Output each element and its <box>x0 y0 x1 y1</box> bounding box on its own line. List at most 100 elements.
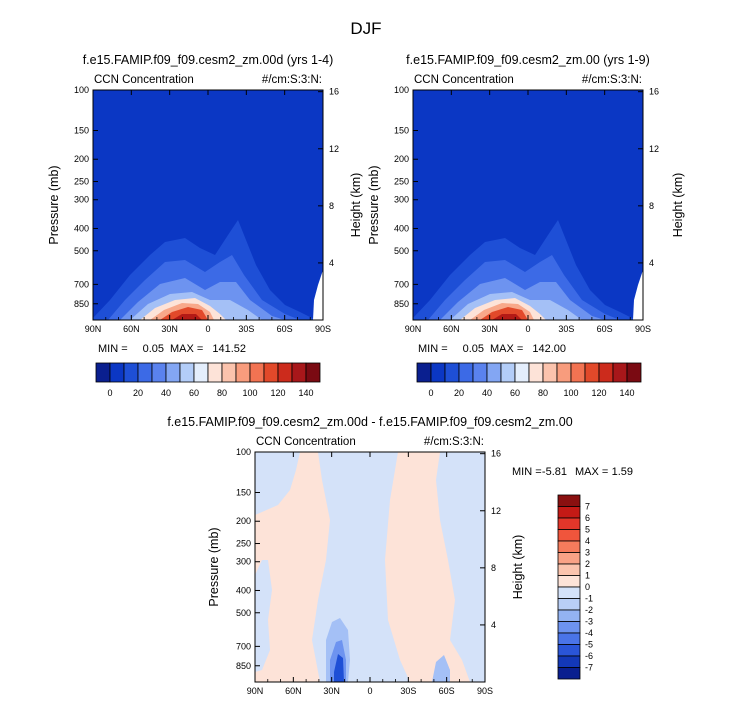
panel-a-ylabel-pressure: Pressure (mb) <box>47 165 61 244</box>
panel-b-min-label: MIN = <box>418 343 448 355</box>
panel-a-xtick-label-60n: 60N <box>123 324 140 334</box>
panel-b-colorbar-tick-label-60: 60 <box>510 388 520 398</box>
panel-c-region-negative-left <box>255 560 272 672</box>
panel-difference: f.e15.FAMIP.f09_f09.cesm2_zm.00d - f.e15… <box>167 415 633 696</box>
panel-a-min-value: 0.05 <box>143 343 164 355</box>
panel-c-y2tick-label-4: 4 <box>491 620 496 630</box>
panel-b-y2tick-label-12: 12 <box>649 144 659 154</box>
panel-a-colorbar-tick-label-80: 80 <box>217 388 227 398</box>
panel-c-colorbar-swatch <box>557 655 581 668</box>
panel-c-colorbar-swatch <box>557 621 581 634</box>
panel-c-ytick-label-700: 700 <box>236 641 251 651</box>
panel-b-ytick-label-100: 100 <box>394 85 409 95</box>
panel-c-colorbar-tick-label-1: 1 <box>585 571 590 581</box>
panel-a-colorbar-swatch <box>193 362 209 383</box>
panel-c-colorbar-swatch <box>557 609 581 622</box>
panel-a-no-data-region <box>313 270 323 320</box>
panel-a-ylabel-height: Height (km) <box>349 173 363 238</box>
panel-c-region-negative-upper-left <box>255 452 300 515</box>
panel-c-colorbar-swatch <box>557 540 581 553</box>
panel-b-xtick-label-90n: 90N <box>405 324 422 334</box>
panel-b-colorbar-swatch <box>486 362 502 383</box>
panel-b-colorbar-swatch <box>444 362 460 383</box>
panel-c-colorbar-swatch <box>557 586 581 599</box>
panel-a-colorbar: 0 20 40 60 80 100 120 140 <box>95 362 321 398</box>
panel-c-ytick-label-250: 250 <box>236 539 251 549</box>
panel-c-colorbar-tick-label-4: 4 <box>585 536 590 546</box>
panel-a-colorbar-swatch <box>277 362 293 383</box>
panel-c-colorbar-tick-label-7: 7 <box>585 502 590 512</box>
panel-c-ytick-label-200: 200 <box>236 516 251 526</box>
panel-a-xtick-label-30s: 30S <box>238 324 254 334</box>
panel-a-colorbar-tick-label-140: 140 <box>298 388 313 398</box>
panel-c-colorbar: 76 54 32 10 -1-2 -3-4 -5-6 -7 <box>557 494 593 680</box>
panel-c-colorbar-swatch <box>557 563 581 576</box>
panel-a-xtick-label-30n: 30N <box>161 324 178 334</box>
panel-b-colorbar-tick-label-80: 80 <box>538 388 548 398</box>
panel-b-ytick-label-400: 400 <box>394 223 409 233</box>
panel-c-y2tick-label-16: 16 <box>491 449 501 459</box>
panel-b-ytick-label-200: 200 <box>394 154 409 164</box>
panel-b-colorbar-swatch <box>528 362 544 383</box>
panel-c-y2tick-label-12: 12 <box>491 506 501 516</box>
panel-b-xtick-label-30s: 30S <box>558 324 574 334</box>
panel-b-colorbar-tick-label-120: 120 <box>591 388 606 398</box>
panel-b-colorbar-swatch <box>584 362 600 383</box>
panel-a-ytick-label-850: 850 <box>74 299 89 309</box>
panel-b-xtick-label-90s: 90S <box>635 324 651 334</box>
panel-a-units-label: #/cm:S:3:N: <box>262 74 322 86</box>
panel-b-colorbar-tick-label-0: 0 <box>428 388 433 398</box>
panel-b-ytick-label-150: 150 <box>394 126 409 136</box>
panel-a-colorbar-swatch <box>305 362 321 383</box>
panel-a-y2tick-label-16: 16 <box>329 87 339 97</box>
panel-a-ytick-label-250: 250 <box>74 177 89 187</box>
panel-a-colorbar-swatch <box>137 362 153 383</box>
panel-b-colorbar-swatch <box>514 362 530 383</box>
panel-b-colorbar-tick-label-140: 140 <box>619 388 634 398</box>
panel-a-colorbar-swatch <box>291 362 307 383</box>
panel-a-colorbar-swatch <box>235 362 251 383</box>
panel-b-min-value: 0.05 <box>463 343 484 355</box>
panel-b-colorbar-swatch <box>430 362 446 383</box>
panel-b-ytick-label-500: 500 <box>394 246 409 256</box>
panel-b-max-value: 142.00 <box>532 343 566 355</box>
panel-c-max-label: MAX = <box>575 466 608 478</box>
panel-b-max-label: MAX = <box>490 343 523 355</box>
panel-b-colorbar: 0 20 40 60 80 100 120 140 <box>416 362 642 398</box>
panel-a-contour-max <box>172 314 202 320</box>
panel-b-xtick-label-60n: 60N <box>443 324 460 334</box>
panel-c-region-negative-lower-right <box>432 655 450 682</box>
panel-c-colorbar-swatch <box>557 632 581 645</box>
panel-a-ytick-label-700: 700 <box>74 279 89 289</box>
panel-a-colorbar-swatch <box>123 362 139 383</box>
panel-a-plot-area <box>93 90 323 320</box>
panel-b-variable-label: CCN Concentration <box>414 74 514 86</box>
panel-a-min-label: MIN = <box>98 343 128 355</box>
panel-b-colorbar-swatch <box>458 362 474 383</box>
panel-b-xtick-label-30n: 30N <box>481 324 498 334</box>
panel-c-colorbar-swatch <box>557 529 581 542</box>
panel-c-plot-area <box>255 452 485 682</box>
panel-c-colorbar-tick-label-7: -7 <box>585 663 593 673</box>
panel-a-y2tick-label-12: 12 <box>329 144 339 154</box>
panel-a-colorbar-tick-label-60: 60 <box>189 388 199 398</box>
panel-a-colorbar-swatch <box>109 362 125 383</box>
panel-c-colorbar-tick-label-0: 0 <box>585 582 590 592</box>
panel-b-colorbar-swatch <box>556 362 572 383</box>
panel-b-colorbar-tick-label-40: 40 <box>482 388 492 398</box>
panel-a-variable-label: CCN Concentration <box>94 74 194 86</box>
panel-a-colorbar-tick-label-120: 120 <box>270 388 285 398</box>
panel-c-ytick-label-500: 500 <box>236 608 251 618</box>
panel-b-ylabel-height: Height (km) <box>671 173 685 238</box>
panel-c-region-negative-right <box>436 452 485 682</box>
panel-a-max-value: 141.52 <box>212 343 246 355</box>
panel-b-colorbar-swatch <box>500 362 516 383</box>
panel-c-colorbar-swatch <box>557 598 581 611</box>
panel-a-ytick-label-300: 300 <box>74 195 89 205</box>
panel-c-colorbar-tick-label-5: 5 <box>585 525 590 535</box>
panel-c-xtick-label-30n: 30N <box>323 686 340 696</box>
panel-b-colorbar-swatch <box>570 362 586 383</box>
panel-b-colorbar-swatch <box>626 362 642 383</box>
panel-c-colorbar-swatch <box>557 494 581 507</box>
panel-c-colorbar-swatch <box>557 517 581 530</box>
